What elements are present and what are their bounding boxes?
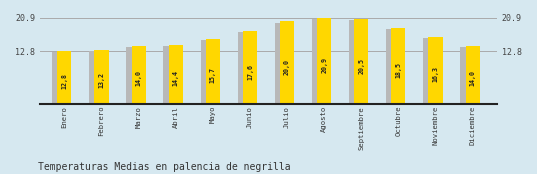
Text: 13,2: 13,2	[98, 72, 105, 88]
Bar	[206, 39, 220, 104]
Bar	[423, 38, 438, 104]
Text: 14,4: 14,4	[173, 70, 179, 86]
Bar	[275, 22, 289, 104]
Bar	[132, 46, 146, 104]
Bar	[429, 37, 442, 104]
Text: Temperaturas Medias en palencia de negrilla: Temperaturas Medias en palencia de negri…	[38, 162, 290, 172]
Text: 18,5: 18,5	[395, 62, 401, 78]
Text: 14,0: 14,0	[136, 70, 142, 86]
Text: 15,7: 15,7	[210, 67, 216, 83]
Text: 17,6: 17,6	[247, 64, 253, 80]
Bar	[95, 50, 108, 104]
Text: 20,5: 20,5	[358, 58, 364, 74]
Bar	[89, 51, 104, 104]
Text: 12,8: 12,8	[61, 73, 68, 89]
Bar	[57, 51, 71, 104]
Bar	[391, 28, 405, 104]
Bar	[386, 29, 401, 104]
Bar	[52, 52, 67, 104]
Text: 20,0: 20,0	[284, 59, 290, 75]
Bar	[126, 47, 141, 104]
Bar	[354, 19, 368, 104]
Bar	[201, 40, 215, 104]
Bar	[349, 20, 364, 104]
Bar	[243, 31, 257, 104]
Text: 14,0: 14,0	[469, 70, 476, 86]
Bar	[238, 33, 252, 104]
Bar	[466, 46, 480, 104]
Bar	[169, 45, 183, 104]
Bar	[280, 21, 294, 104]
Bar	[163, 46, 178, 104]
Text: 16,3: 16,3	[432, 66, 439, 82]
Bar	[312, 19, 326, 104]
Text: 20,9: 20,9	[321, 57, 327, 73]
Bar	[317, 18, 331, 104]
Bar	[460, 47, 475, 104]
